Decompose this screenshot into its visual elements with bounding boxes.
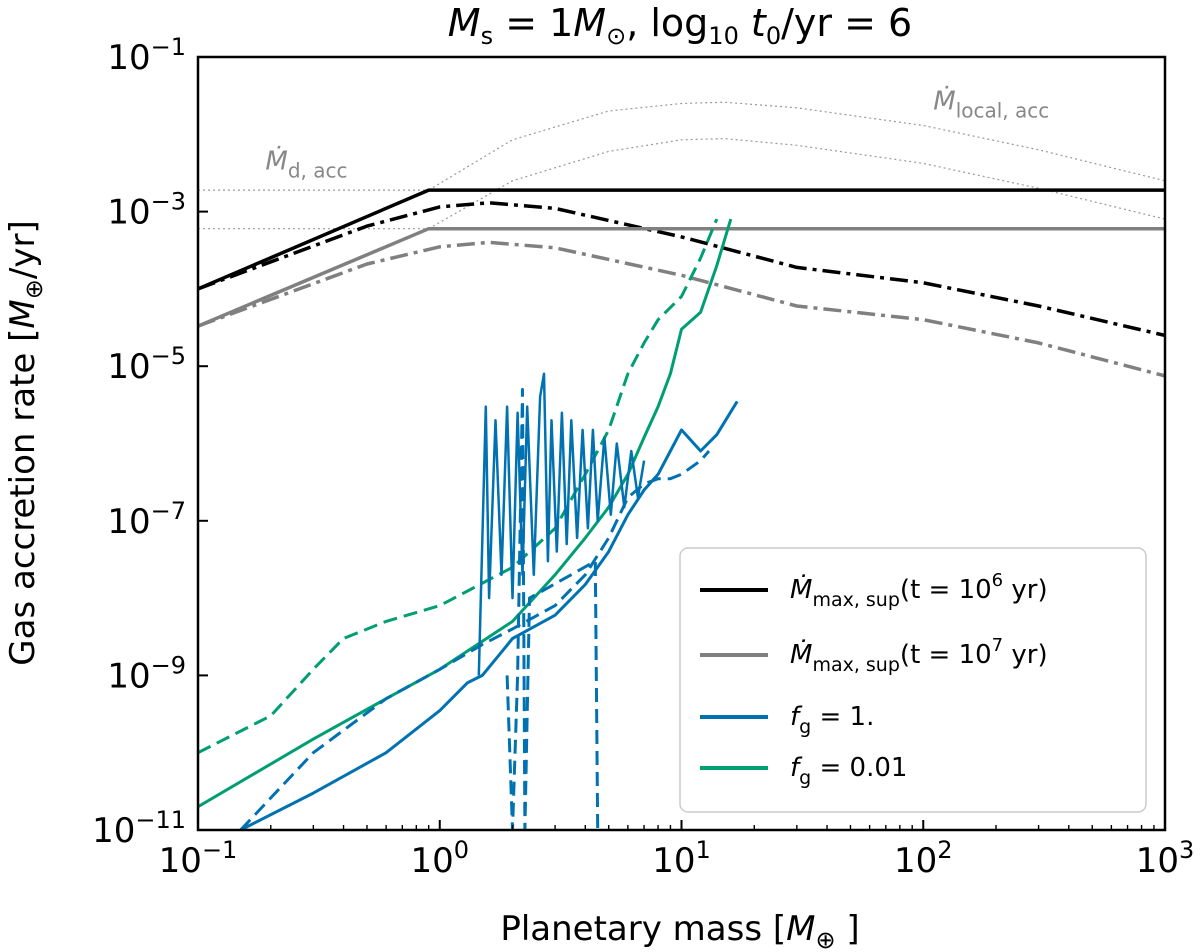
y-axis-label: Gas accretion rate [M⊕/yr] [3,220,48,665]
chart-title: Ms = 1M⊙, log10 t0/yr = 6 [448,1,912,50]
x-tick-label: 102 [894,836,953,881]
y-tick-label: 10−3 [107,188,186,233]
series-fg-1-oscillation [477,372,646,676]
x-tick-label: 100 [410,836,469,881]
x-tick-label: 10−1 [159,836,238,881]
axis-ticks: 10−1 100 101 102 103 10−11 10−9 10−7 10−5 10−3 10−… [92,33,1194,881]
series-fg-1-dashed [239,450,711,830]
legend-label: fg = 1. [790,702,874,738]
series-fg-0.01-solid [198,218,733,808]
series-mdot-max-sup-1e6-dashdot [198,201,1165,338]
legend-label: Ṁmax, sup(t = 107 yr) [790,635,1048,676]
y-tick-label: 10−9 [107,651,186,696]
legend-label: Ṁmax, sup(t = 106 yr) [790,570,1048,611]
series-mdot-local-acc-1e6 [428,101,1165,191]
x-axis-label: Planetary mass [M⊕ ] [500,909,859,952]
plot-frame [196,55,1167,832]
y-tick-label: 10−5 [107,342,186,387]
annotation-label: Ṁlocal, acc [933,84,1049,122]
series-mdot-max-sup-1e6 [198,188,1165,291]
x-tick-label: 103 [1136,836,1195,881]
x-tick-label: 101 [652,836,711,881]
series-fg-1-solid [239,400,739,830]
legend: Ṁmax, sup(t = 106 yr) Ṁmax, sup(t = 107 y… [679,547,1147,813]
series-fg-1-dashed-dips [505,388,600,830]
series-fg-0.01-dashed [198,218,719,755]
series-mdot-max-sup-1e7 [198,226,1165,328]
series-mdot-local-acc-1e7 [428,138,1165,230]
series-mdot-max-sup-1e7-dashdot [198,240,1165,378]
annotations: Ṁd, acc Ṁlocal, acc [265,84,1049,182]
legend-box [679,547,1147,813]
y-tick-label: 10−7 [107,497,186,542]
y-tick-label: 10−11 [92,806,186,851]
annotation-label: Ṁd, acc [265,145,347,183]
y-tick-label: 10−1 [107,33,186,78]
plot-area [198,101,1165,830]
